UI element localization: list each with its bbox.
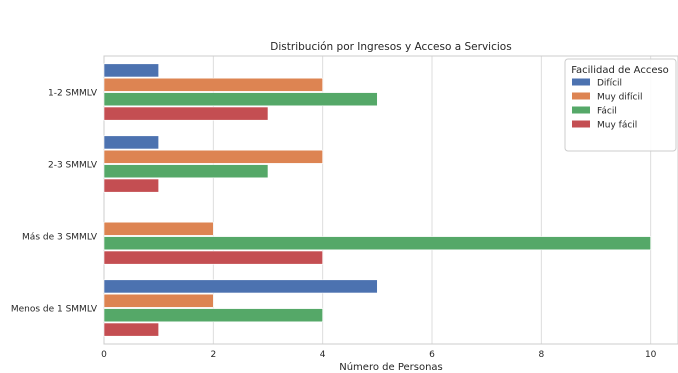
bar xyxy=(103,250,323,265)
bar xyxy=(103,63,159,78)
legend-box xyxy=(564,58,677,152)
x-tick-label: 10 xyxy=(645,350,657,360)
legend-swatch xyxy=(572,106,590,114)
x-tick-label: 4 xyxy=(320,350,326,360)
y-tick-label: 2-3 SMMLV xyxy=(48,161,98,171)
bar xyxy=(103,149,323,164)
x-tick-label: 6 xyxy=(429,350,435,360)
bar xyxy=(103,135,159,150)
chart-title: Distribución por Ingresos y Acceso a Ser… xyxy=(270,41,511,53)
legend-swatch xyxy=(572,78,590,86)
bar xyxy=(103,221,214,236)
x-ticks: 0 2 4 6 8 10 xyxy=(101,350,657,360)
bar xyxy=(103,106,269,121)
legend-title: Facilidad de Acceso xyxy=(571,65,669,76)
bar xyxy=(103,279,378,294)
bar xyxy=(103,77,323,92)
legend-label: Muy difícil xyxy=(597,93,643,103)
bar xyxy=(103,293,214,308)
bar xyxy=(103,92,378,107)
y-ticks: 1-2 SMMLV 2-3 SMMLV Más de 3 SMMLV Menos de… xyxy=(11,89,98,315)
y-tick-label: Más de 3 SMMLV xyxy=(22,233,98,243)
legend: Facilidad de Acceso Difícil Muy difícil Fá… xyxy=(564,58,677,152)
bar xyxy=(103,178,159,193)
bar xyxy=(103,322,159,337)
x-tick-label: 8 xyxy=(538,350,544,360)
y-tick-label: Menos de 1 SMMLV xyxy=(11,305,98,315)
bars xyxy=(103,63,651,337)
x-tick-label: 2 xyxy=(210,350,216,360)
x-axis-label: Número de Personas xyxy=(339,361,443,373)
legend-label: Muy fácil xyxy=(597,121,637,131)
bar xyxy=(103,164,269,179)
bar xyxy=(103,236,651,251)
legend-label: Difícil xyxy=(597,79,622,89)
y-tick-label: 1-2 SMMLV xyxy=(48,89,98,99)
legend-swatch xyxy=(572,120,590,128)
plot-frame xyxy=(103,55,678,345)
bar xyxy=(103,308,323,323)
legend-swatch xyxy=(572,92,590,100)
x-tick-label: 0 xyxy=(101,350,107,360)
legend-label: Fácil xyxy=(597,107,617,117)
